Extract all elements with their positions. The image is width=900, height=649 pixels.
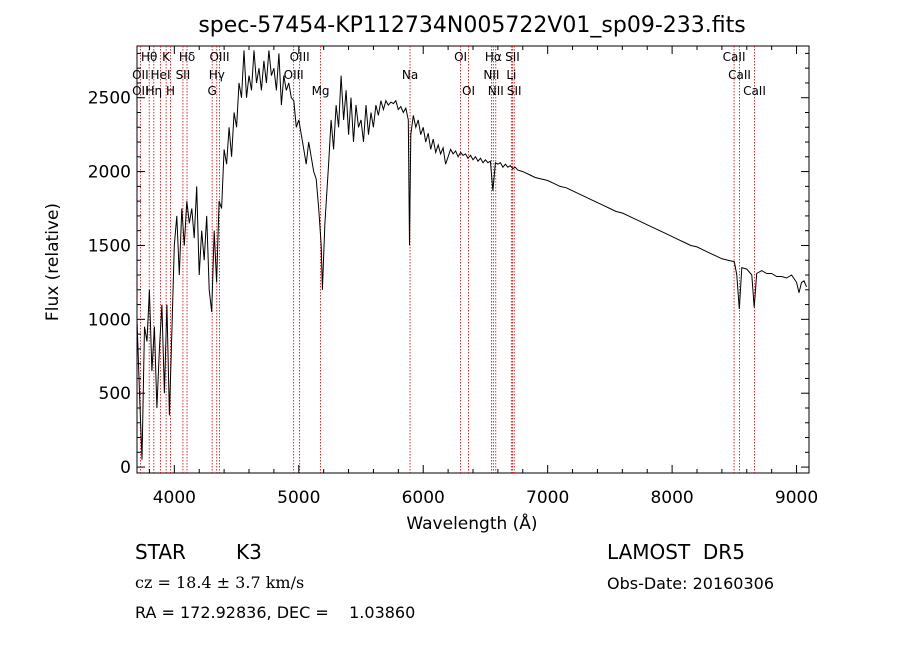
line-label: OIII — [290, 50, 310, 64]
y-tick-label: 0 — [120, 458, 131, 478]
y-axis-label: Flux (relative) — [43, 203, 63, 321]
x-axis-label: Wavelength (Å) — [406, 512, 537, 534]
line-label: Na — [402, 68, 418, 82]
spectral-line-markers — [139, 46, 755, 473]
line-label: NII — [488, 84, 504, 98]
redshift-value: cz = 18.4 ± 3.7 km/s — [135, 573, 305, 592]
object-subclass: K3 — [236, 540, 262, 564]
chart-title: spec-57454-KP112734N005722V01_sp09-233.f… — [198, 13, 745, 38]
line-label: K — [162, 50, 171, 64]
y-tick-label: 500 — [99, 384, 131, 404]
x-tick-label: 4000 — [153, 488, 196, 508]
y-tick-label: 2500 — [88, 89, 131, 109]
line-label: CaII — [723, 50, 746, 64]
line-label: CaII — [743, 84, 766, 98]
line-label: OIII — [284, 68, 304, 82]
line-label: HeI — [151, 68, 171, 82]
x-tick-label: 8000 — [650, 488, 693, 508]
line-label: Hη — [145, 84, 162, 98]
line-label: OII — [132, 84, 149, 98]
x-axis-ticks: 4000 5000 6000 7000 8000 9000 — [148, 46, 818, 508]
survey-name: LAMOST DR5 — [607, 540, 745, 564]
line-label: Hθ — [141, 50, 157, 64]
coordinates: RA = 172.92836, DEC = 1.03860 — [135, 603, 416, 622]
x-tick-label: 5000 — [277, 488, 320, 508]
line-label: Hδ — [179, 50, 195, 64]
line-label: G — [208, 84, 217, 98]
x-tick-label: 7000 — [526, 488, 569, 508]
line-label: Hγ — [209, 68, 225, 82]
y-tick-label: 1500 — [88, 236, 131, 256]
line-label: H — [166, 84, 175, 98]
line-label: SII — [507, 84, 522, 98]
y-tick-label: 2000 — [88, 163, 131, 183]
x-tick-label: 6000 — [402, 488, 445, 508]
y-axis-ticks: 0 500 1000 1500 2000 2500 — [88, 52, 809, 478]
line-label: NII — [483, 68, 499, 82]
line-label: OI — [454, 50, 467, 64]
line-label: Hα — [485, 50, 502, 64]
observation-date: Obs-Date: 20160306 — [607, 574, 775, 593]
line-label: OII — [132, 68, 149, 82]
spectrum-series-line — [136, 50, 807, 460]
line-label: CaII — [728, 68, 751, 82]
x-tick-label: 9000 — [775, 488, 818, 508]
line-label: Li — [506, 68, 516, 82]
line-label: SII — [176, 68, 191, 82]
y-tick-label: 1000 — [88, 310, 131, 330]
line-label: OI — [462, 84, 475, 98]
line-label: Mg — [312, 84, 330, 98]
object-class: STAR — [135, 540, 186, 564]
line-label: SII — [505, 50, 520, 64]
line-label: OIII — [209, 50, 229, 64]
